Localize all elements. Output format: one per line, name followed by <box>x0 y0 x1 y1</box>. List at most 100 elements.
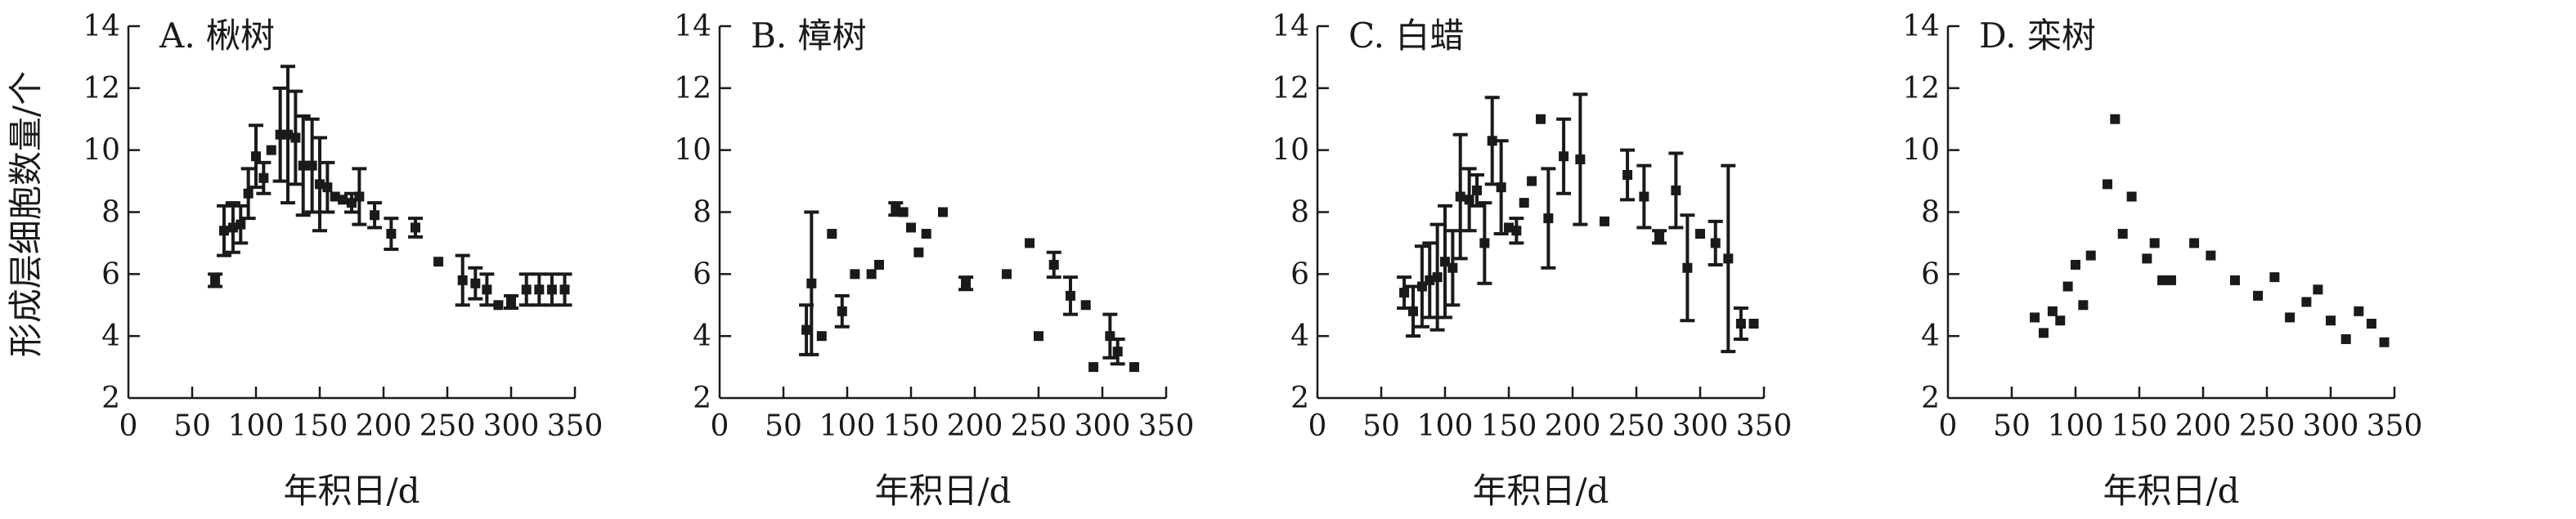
data-point <box>386 229 397 239</box>
data-point <box>2062 281 2073 292</box>
data-point <box>1432 272 1443 283</box>
data-point <box>1455 191 1465 202</box>
data-point <box>1575 154 1586 165</box>
x-tick-label: 100 <box>819 409 876 443</box>
data-point <box>2354 306 2364 316</box>
data-point <box>2030 312 2040 323</box>
data-point <box>906 222 916 233</box>
x-axis-title: 年积日/d <box>1472 471 1609 511</box>
data-point <box>913 247 924 257</box>
data-point <box>1464 195 1474 205</box>
data-point <box>1695 229 1705 239</box>
x-tick-label: 250 <box>1011 409 1067 443</box>
y-tick-label: 12 <box>674 72 711 105</box>
y-tick-label: 8 <box>1921 196 1940 230</box>
data-point <box>347 198 357 208</box>
data-point <box>457 275 468 285</box>
y-tick-label: 14 <box>674 10 711 43</box>
data-point <box>2039 328 2049 338</box>
data-point <box>898 207 909 217</box>
x-axis-title: 年积日/d <box>283 471 420 511</box>
data-point <box>1447 262 1458 273</box>
data-point <box>1671 185 1681 195</box>
data-point <box>938 207 948 217</box>
data-point <box>2126 191 2137 202</box>
y-tick-label: 10 <box>674 134 711 168</box>
chart-panel: 2 4 6 8 10 12 14 0 50 100 150 200 250 300 350 年积日/d B. 樟… <box>674 10 1194 511</box>
panel-title: B. 樟树 <box>751 16 867 56</box>
y-tick-label: 12 <box>1902 72 1940 105</box>
panel-title: C. 白蜡 <box>1349 16 1464 56</box>
y-tick-label: 10 <box>1272 134 1309 168</box>
data-point <box>559 284 570 295</box>
y-tick-label: 12 <box>1272 72 1309 105</box>
data-point <box>2166 275 2176 285</box>
data-point <box>874 259 884 270</box>
data-point <box>1519 198 1529 208</box>
data-point <box>290 132 301 143</box>
data-point <box>275 129 285 140</box>
data-point <box>850 269 860 280</box>
x-tick-label: 350 <box>2367 409 2423 443</box>
data-point <box>521 284 532 295</box>
data-point <box>258 172 269 183</box>
data-point <box>298 160 308 171</box>
data-point <box>2285 312 2296 323</box>
y-axis-title: 形成层细胞数量/个 <box>6 71 46 357</box>
y-tick-label: 6 <box>101 257 120 291</box>
data-point <box>1622 170 1633 180</box>
data-point <box>1682 262 1693 273</box>
x-tick-label: 300 <box>1672 409 1729 443</box>
y-tick-label: 2 <box>1290 382 1309 415</box>
data-point <box>2326 315 2336 326</box>
data-point <box>2142 253 2152 264</box>
data-point <box>1527 176 1537 186</box>
x-tick-label: 300 <box>2303 409 2359 443</box>
data-point <box>493 300 504 311</box>
data-point <box>2110 114 2120 124</box>
data-point <box>827 229 837 239</box>
data-point <box>2117 229 2128 239</box>
data-point <box>227 222 238 233</box>
x-axis-title: 年积日/d <box>874 471 1011 511</box>
data-point <box>546 284 557 295</box>
data-point <box>283 129 293 140</box>
data-point <box>1025 238 1035 248</box>
y-tick-label: 2 <box>693 382 711 415</box>
x-tick-label: 150 <box>1481 409 1537 443</box>
x-tick-label: 200 <box>947 409 1003 443</box>
data-point <box>243 188 254 199</box>
data-point <box>837 306 847 316</box>
data-point <box>1034 331 1043 342</box>
chart-panel: 2 4 6 8 10 12 14 0 50 100 150 200 250 300 350 年积日/d D. 栾… <box>1902 10 2422 511</box>
data-point <box>338 195 348 205</box>
y-tick-label: 4 <box>693 320 711 353</box>
x-tick-label: 150 <box>883 409 940 443</box>
data-point <box>2301 297 2312 307</box>
x-axis-title: 年积日/d <box>2103 471 2239 511</box>
data-point <box>251 151 261 162</box>
data-point <box>1408 306 1418 316</box>
x-tick-label: 250 <box>2239 409 2296 443</box>
data-point <box>2379 337 2390 347</box>
data-point <box>1748 319 1759 329</box>
data-point <box>2340 333 2351 344</box>
data-point <box>411 222 420 233</box>
chart-panel: 2 4 6 8 10 12 14 0 50 100 150 200 250 300 350 年积日/d C. 白… <box>1272 10 1792 511</box>
data-point <box>1129 362 1139 373</box>
x-tick-label: 0 <box>1308 409 1327 443</box>
data-point <box>2149 238 2160 248</box>
data-point <box>2157 275 2168 285</box>
x-tick-label: 100 <box>1417 409 1474 443</box>
x-tick-label: 50 <box>1362 409 1400 443</box>
data-point <box>2366 319 2376 329</box>
y-tick-label: 8 <box>1290 196 1309 230</box>
y-tick-label: 8 <box>101 196 120 230</box>
x-tick-label: 50 <box>1993 409 2031 443</box>
y-tick-label: 4 <box>1921 320 1940 353</box>
data-point <box>801 324 812 335</box>
data-point <box>236 219 246 230</box>
data-point <box>891 204 901 214</box>
data-point <box>1399 288 1410 298</box>
y-tick-label: 14 <box>1272 10 1309 43</box>
